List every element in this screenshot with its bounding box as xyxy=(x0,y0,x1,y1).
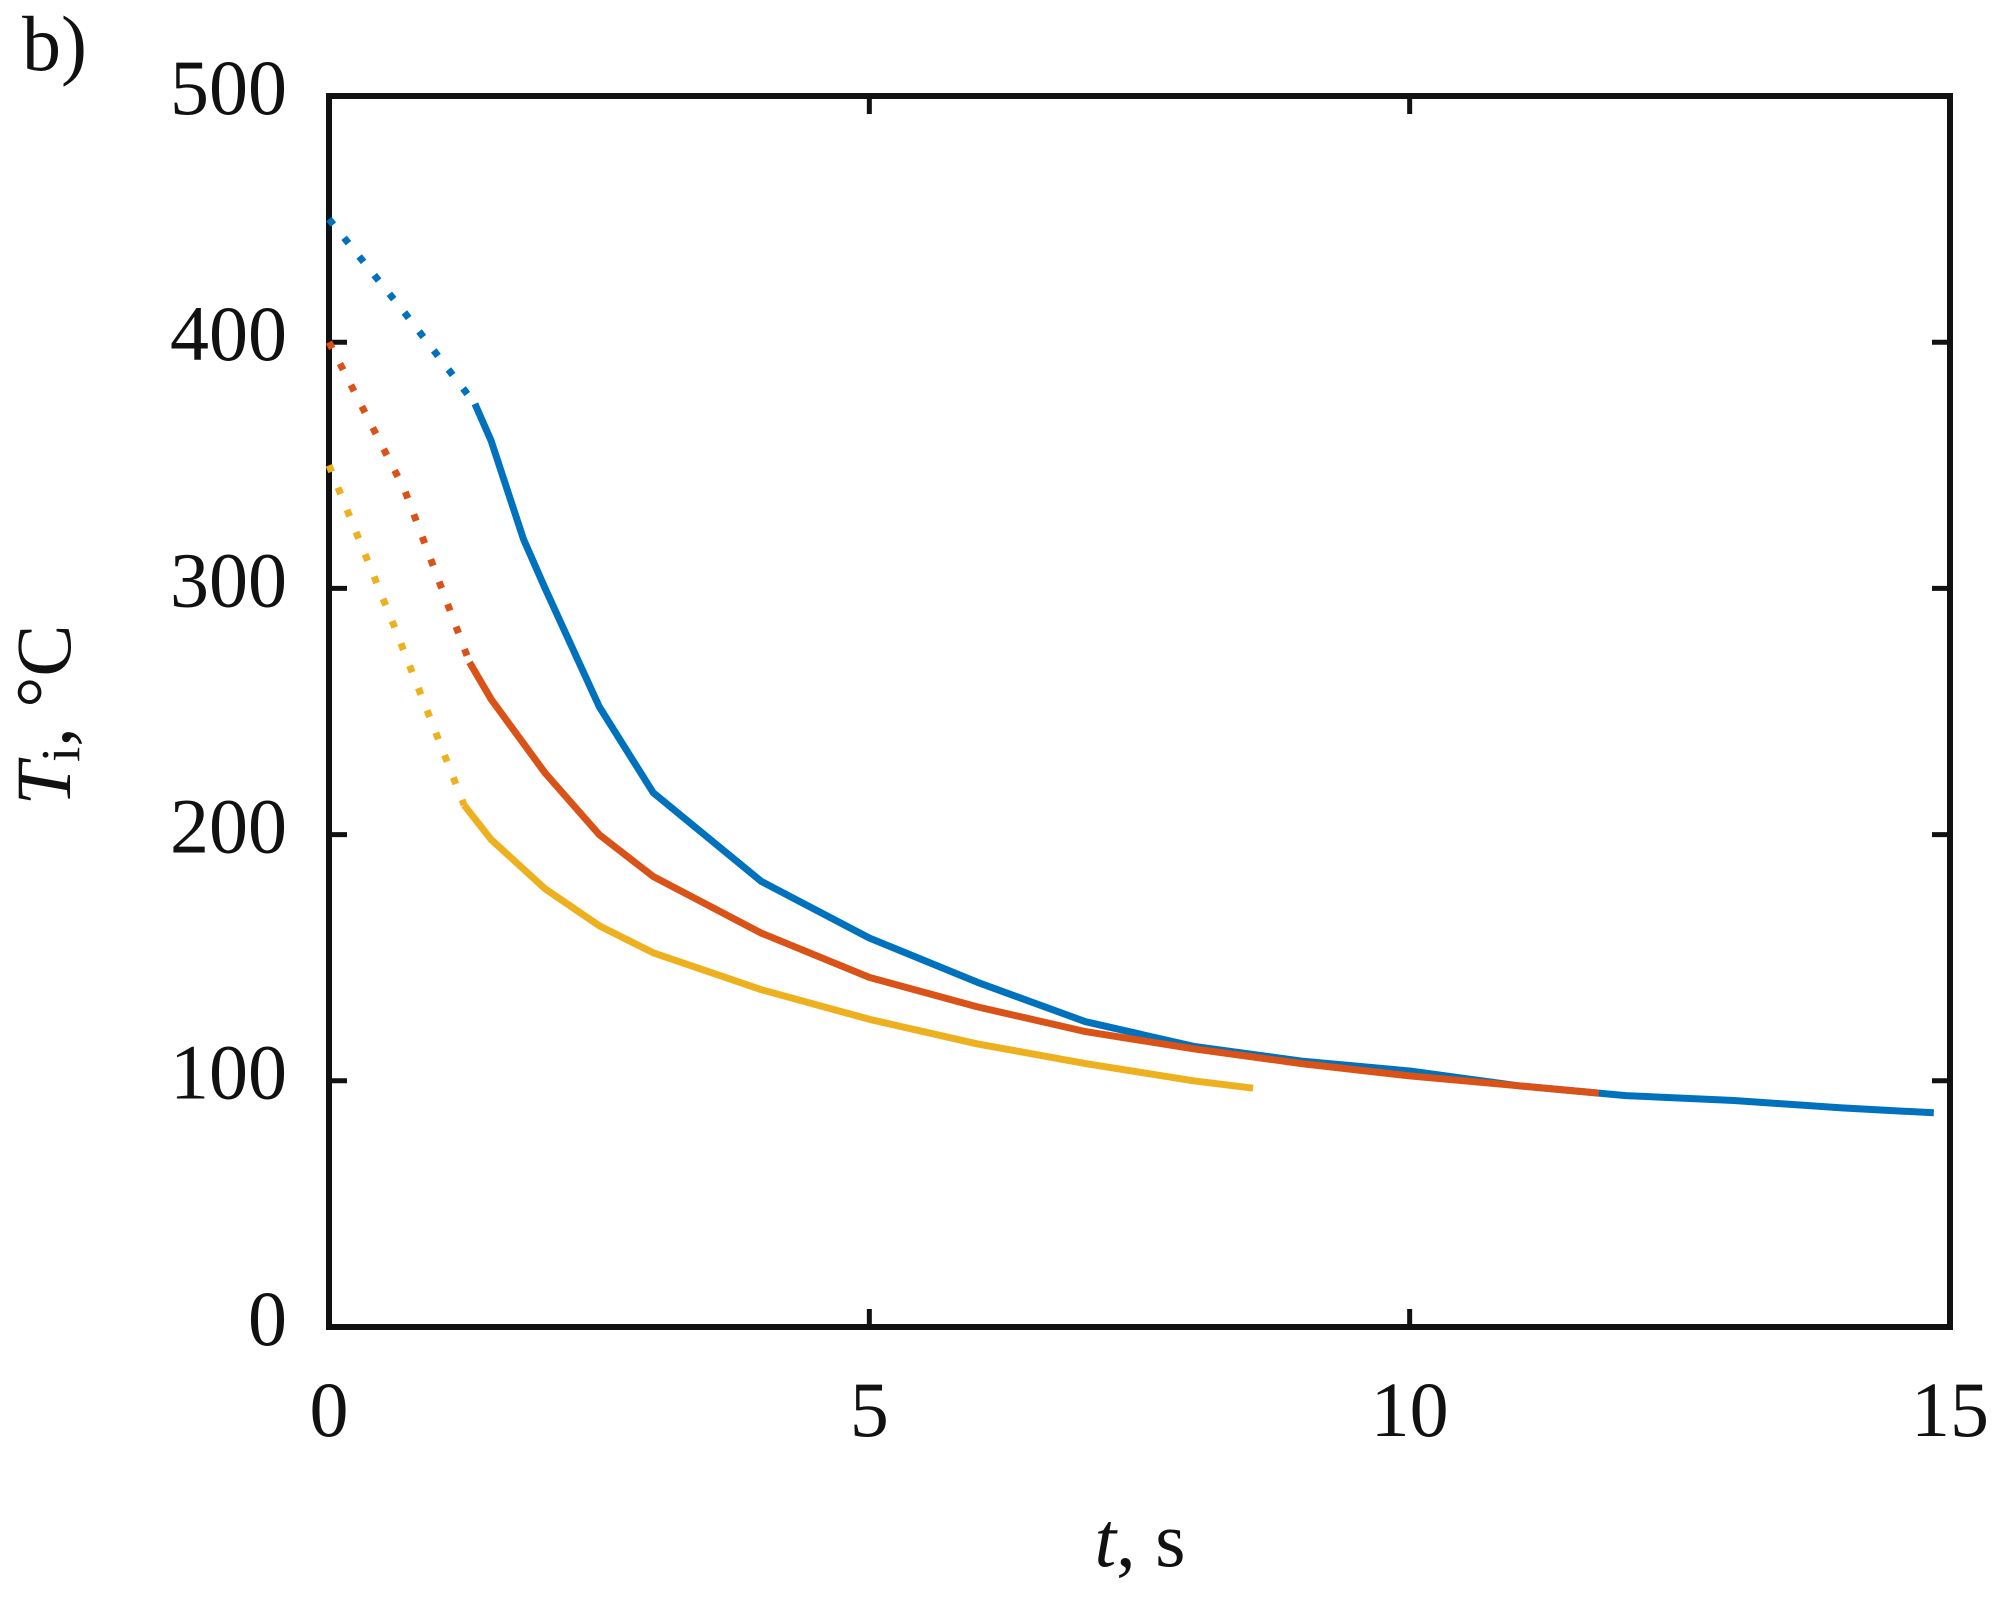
y-tick-label: 400 xyxy=(170,290,287,377)
y-tick-label: 300 xyxy=(170,536,287,623)
x-tick-label: 5 xyxy=(850,1366,889,1453)
y-label-subscript: i xyxy=(30,747,91,762)
y-label-unit: , °C xyxy=(0,625,87,747)
series-line xyxy=(461,802,1254,1092)
series-line xyxy=(471,402,1934,1117)
y-tick-label: 0 xyxy=(248,1275,287,1362)
series-line xyxy=(326,216,478,406)
y-tick-label: 100 xyxy=(170,1029,287,1116)
series-line xyxy=(325,340,473,664)
series-line xyxy=(466,660,1600,1097)
x-tick-label: 10 xyxy=(1371,1366,1449,1453)
x-label-unit: , s xyxy=(1116,1496,1185,1583)
x-tick-label: 0 xyxy=(310,1366,349,1453)
y-label-symbol: T xyxy=(0,757,87,805)
plot-frame xyxy=(326,93,1953,1330)
series-line xyxy=(325,463,468,807)
y-tick-label: 200 xyxy=(170,783,287,870)
x-axis-label: t, s xyxy=(1094,1496,1185,1583)
x-tick-label: 15 xyxy=(1911,1366,1989,1453)
panel-label: b) xyxy=(22,0,87,87)
y-tick-label: 500 xyxy=(170,44,287,131)
y-axis-label: Ti, °C xyxy=(0,625,91,806)
x-label-symbol: t xyxy=(1094,1496,1118,1583)
